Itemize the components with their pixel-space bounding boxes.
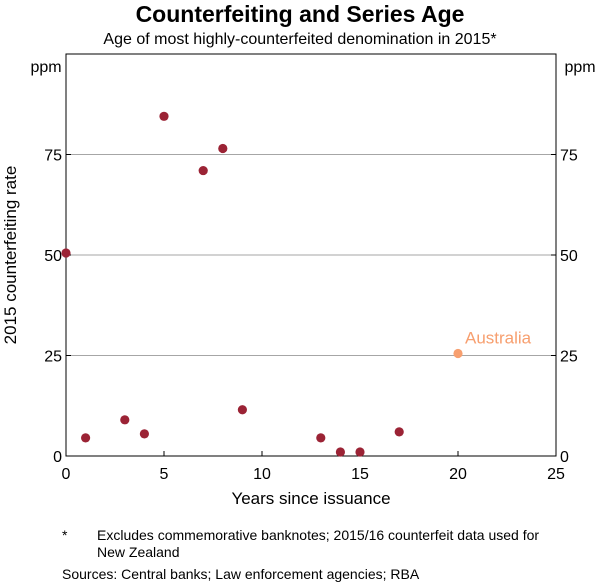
chart-title: Counterfeiting and Series Age	[136, 1, 465, 27]
y-tick-right-0: 0	[560, 449, 569, 466]
x-tick-10: 10	[253, 466, 271, 483]
data-point-1	[81, 433, 91, 443]
x-tick-15: 15	[351, 466, 369, 483]
data-point-3	[139, 429, 149, 439]
data-point-7	[237, 405, 247, 415]
footnote-marker: *	[62, 527, 68, 543]
y-tick-left-0: 0	[53, 449, 62, 466]
y-unit-left: ppm	[30, 59, 61, 76]
y-tick-right-25: 25	[560, 349, 578, 366]
y-tick-right-75: 75	[560, 148, 578, 165]
x-axis-label: Years since issuance	[231, 489, 390, 508]
x-tick-20: 20	[449, 466, 467, 483]
x-tick-0: 0	[62, 466, 71, 483]
australia-annotation: Australia	[465, 328, 532, 347]
data-point-2	[120, 415, 130, 425]
australia-point	[453, 348, 463, 359]
x-tick-25: 25	[547, 466, 565, 483]
y-tick-left-75: 75	[44, 148, 62, 165]
y-unit-right: ppm	[564, 59, 595, 76]
data-point-9	[335, 447, 345, 457]
y-tick-left-50: 50	[44, 248, 62, 265]
data-point-0	[61, 248, 71, 258]
data-point-6	[218, 143, 228, 154]
y-axis-label: 2015 counterfeiting rate	[1, 166, 20, 345]
footnote-text: Excludes commemorative banknotes; 2015/1…	[97, 527, 540, 560]
sources: Sources: Central banks; Law enforcement …	[62, 566, 420, 582]
chart-subtitle: Age of most highly-counterfeited denomin…	[103, 31, 496, 48]
data-points	[61, 111, 463, 457]
y-tick-right-50: 50	[560, 248, 578, 265]
data-point-11	[394, 427, 404, 437]
gridlines	[66, 154, 556, 356]
data-point-10	[355, 447, 365, 457]
data-point-8	[316, 433, 326, 443]
data-point-5	[198, 165, 208, 176]
data-point-4	[159, 111, 169, 121]
x-tick-5: 5	[160, 466, 169, 483]
y-tick-left-25: 25	[44, 349, 62, 366]
